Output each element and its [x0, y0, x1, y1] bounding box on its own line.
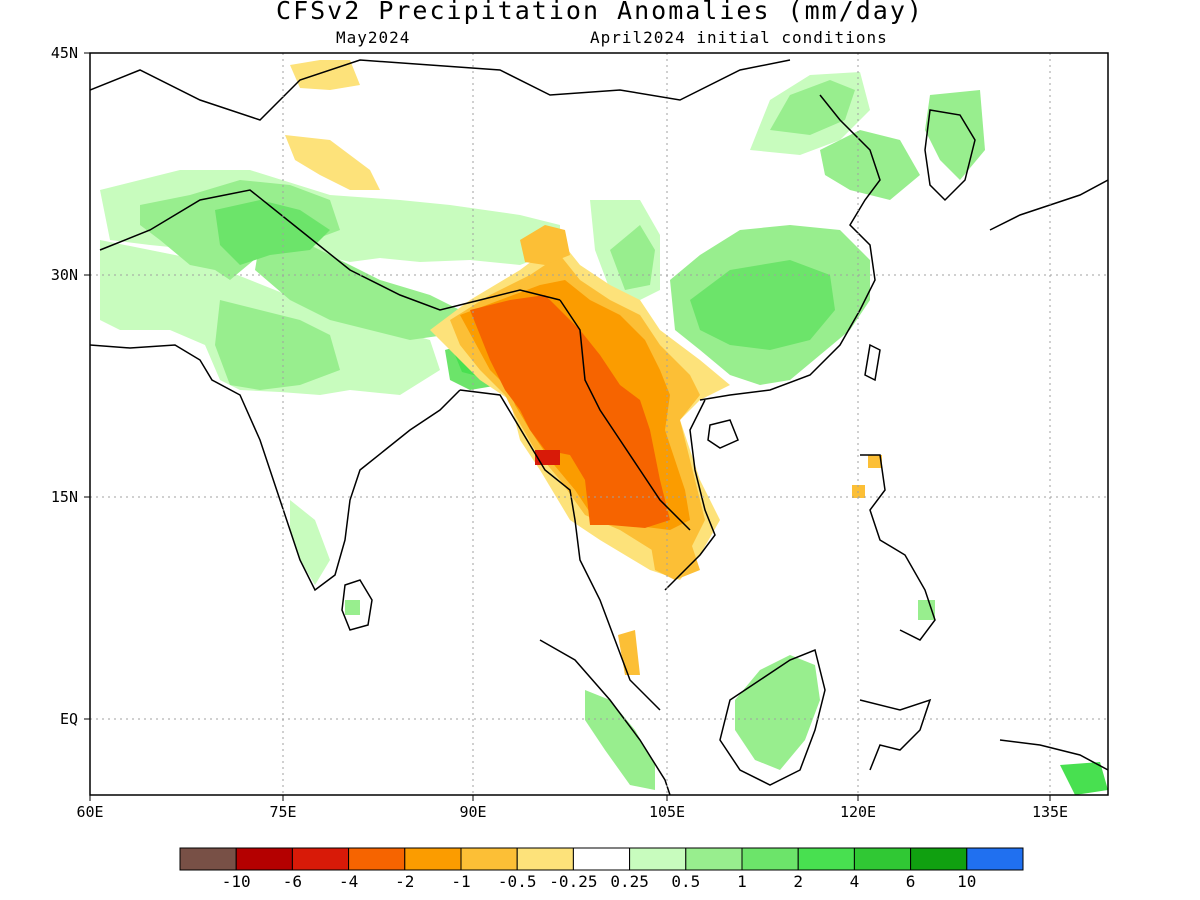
colorbar-swatch — [797, 847, 855, 871]
anomaly-region-green-himalaya — [255, 240, 460, 340]
lon-label-90e: 90E — [459, 803, 487, 821]
map-frame — [89, 52, 1109, 796]
coastline-sulawesi — [859, 698, 932, 771]
anomaly-region-green-borneo — [735, 655, 820, 770]
axis-ticks — [84, 52, 1051, 801]
forecast-month: May2024 — [336, 28, 411, 47]
colorbar-tick-label: 0.5 — [671, 872, 701, 891]
lon-label-135e: 135E — [1031, 803, 1069, 821]
colorbar-swatch — [572, 847, 631, 871]
border-northern-india — [99, 189, 561, 311]
colorbar-swatch — [291, 847, 350, 871]
coastline-hainan — [707, 419, 739, 449]
anomaly-region-green-korea — [925, 90, 985, 180]
anomaly-region-green-sri-lanka — [345, 600, 360, 615]
colorbar-tick-label: -0.25 — [549, 872, 598, 891]
colorbar-tick-label: -2 — [395, 872, 415, 891]
border-indochina — [559, 299, 691, 531]
anomaly-region-green-inner-mongolia-core — [770, 80, 855, 135]
anomaly-region-green-sichuan-core — [610, 225, 655, 290]
coastline-sri-lanka — [341, 579, 373, 631]
colorbar-tick-label: -6 — [282, 872, 303, 891]
lat-label-30n: 30N — [50, 266, 78, 284]
border-china-mongolia — [90, 59, 791, 121]
colorbar-tick-label: 0.25 — [610, 872, 649, 891]
graticule — [90, 53, 1108, 795]
coastline-myanmar-thailand — [459, 389, 661, 711]
lon-label-120e: 120E — [839, 803, 877, 821]
lat-label-15n: 15N — [50, 488, 78, 506]
colorbar-swatch — [235, 847, 293, 871]
anomaly-region-dry-myanmar-extreme — [535, 450, 560, 465]
coastline-korea — [924, 109, 976, 202]
coastline-borneo — [719, 648, 826, 786]
colorbar-swatch — [516, 847, 574, 871]
anomaly-region-green-kashmir-core — [215, 200, 330, 265]
anomaly-region-dry-mongolia — [290, 60, 360, 90]
lat-label-45n: 45N — [50, 44, 78, 62]
colorbar-swatch — [404, 847, 462, 871]
anomaly-region-green-south-china-core — [690, 260, 835, 350]
colorbar-tick-label: -1 — [451, 872, 471, 891]
colorbar-tick-label: -4 — [338, 872, 359, 891]
coastline-philippines — [860, 454, 936, 641]
coastline-sumatra — [539, 639, 671, 795]
coastline-south-china — [699, 94, 881, 401]
colorbar-swatch — [685, 847, 743, 871]
lon-label-75e: 75E — [269, 803, 297, 821]
anomaly-region-green-west-india — [290, 500, 330, 585]
lon-label-105e: 105E — [648, 803, 686, 821]
anomaly-field — [100, 60, 1108, 795]
anomaly-region-dry-malaysia — [618, 630, 640, 675]
colorbar-tick-label: -0.5 — [497, 872, 537, 891]
anomaly-region-green-northeast-china — [820, 130, 920, 200]
colorbar-swatch — [179, 847, 237, 871]
colorbar-swatch — [853, 847, 912, 871]
anomaly-region-green-new-guinea — [1060, 762, 1108, 795]
colorbar-swatch — [741, 847, 799, 871]
anomaly-region-green-central-india — [215, 300, 340, 390]
colorbar-tick-label: 6 — [905, 872, 916, 891]
initial-conditions-label: April2024 initial conditions — [590, 28, 888, 47]
map-title: CFSv2 Precipitation Anomalies (mm/day) — [276, 0, 924, 25]
coastline-india — [90, 344, 461, 592]
coastline-taiwan — [864, 343, 881, 382]
lon-label-60e: 60E — [76, 803, 104, 821]
coastline-indochina — [664, 399, 716, 591]
colorbar-swatch — [348, 847, 406, 871]
colorbar-swatch — [460, 847, 518, 871]
anomaly-region-green-sumatra — [585, 690, 655, 790]
colorbar-tick-label: 1 — [737, 872, 747, 891]
anomaly-region-dry-tibet-north — [285, 135, 380, 190]
colorbar-tick-label: 2 — [793, 872, 803, 891]
coastline-japan — [989, 179, 1108, 231]
colorbar-tick-label: 4 — [849, 872, 860, 891]
coastline-new-guinea — [999, 739, 1108, 771]
coastlines — [90, 59, 1108, 795]
colorbar-swatch — [629, 847, 687, 871]
colorbar-swatch — [910, 847, 968, 871]
anomaly-region-dry-vietnam — [650, 540, 700, 580]
colorbar-tick-label: -10 — [221, 872, 251, 891]
lat-label-eq: EQ — [59, 710, 78, 728]
anomaly-region-dry-philippines — [852, 455, 882, 498]
anomaly-region-dry-core — [470, 295, 670, 528]
anomaly-region-dry-tibet-east — [520, 225, 570, 265]
colorbar-swatch — [966, 847, 1024, 871]
colorbar-tick-label: 10 — [957, 872, 977, 891]
colorbar — [179, 847, 1024, 871]
